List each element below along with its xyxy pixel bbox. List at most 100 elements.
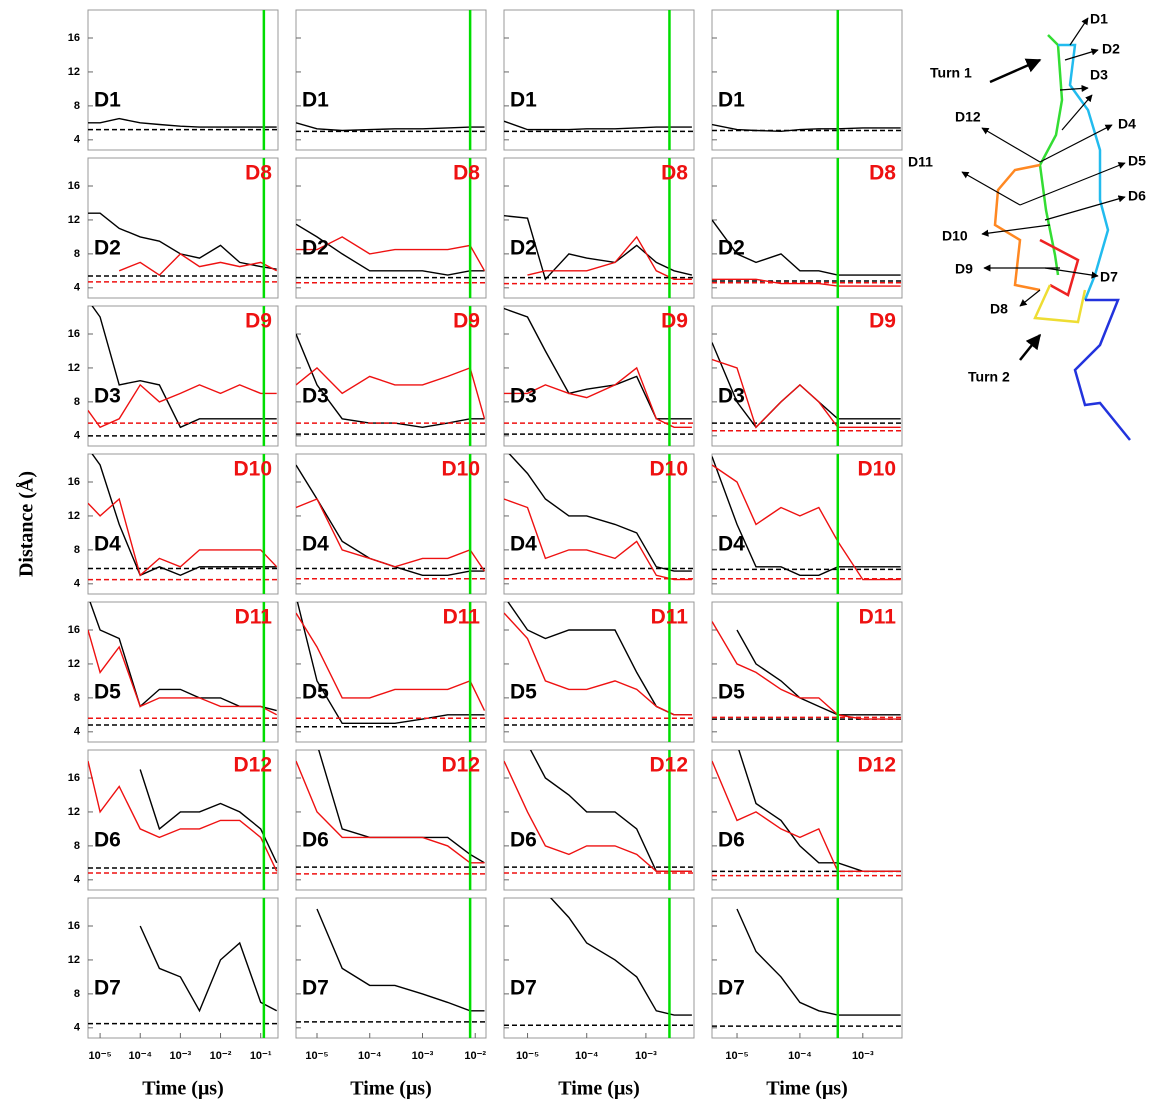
trace (296, 122, 485, 132)
trace (88, 629, 278, 716)
x-tick-label: 10⁻⁵ (88, 1050, 111, 1062)
series-label: D1 (718, 88, 745, 111)
series-label: D9 (453, 310, 480, 333)
series-label: D9 (869, 310, 896, 333)
plot-frame (87, 9, 279, 151)
y-tick-label: 16 (68, 920, 80, 932)
series-label: D6 (94, 828, 121, 851)
y-tick-label: 4 (74, 726, 81, 738)
plot-frame (711, 601, 903, 743)
plot-frame (503, 157, 695, 299)
trace (88, 497, 278, 577)
x-tick-label: 10⁻² (210, 1050, 232, 1062)
trace (712, 123, 901, 133)
x-tick-label: 10⁻⁵ (305, 1050, 328, 1062)
y-tick-label: 16 (68, 624, 80, 636)
x-tick-label: 10⁻⁴ (358, 1050, 381, 1062)
panel: 4 8 12 16 Distance (Å) D4 D10 (15, 453, 279, 595)
x-tick-label: 10⁻⁵ (725, 1050, 748, 1062)
series-label: D10 (441, 458, 480, 481)
x-axis-label: Time (μs) (766, 1078, 848, 1100)
distance-label: D7 (1100, 269, 1118, 285)
series-label: D12 (649, 754, 688, 777)
distance-label: D11 (908, 154, 933, 170)
structure-diagram: D1 D2 D3 D4 D5 D6 D7 D8 D9 D10 D11 D12 T… (908, 11, 1146, 441)
series-label: D2 (718, 236, 745, 259)
series-label: D3 (302, 384, 329, 407)
panel: D1 (295, 9, 487, 151)
distance-label: D2 (1102, 41, 1120, 57)
series-label: D4 (94, 532, 121, 555)
distance-label: D5 (1128, 153, 1146, 169)
distance-label: D3 (1090, 67, 1108, 83)
distance-label: D8 (990, 301, 1008, 317)
series-label: D5 (510, 680, 537, 703)
panel: 4 8 12 16 D2 D8 (68, 157, 279, 299)
x-tick-label: 10⁻² (464, 1050, 486, 1062)
plot-frame (503, 305, 695, 447)
panel: 10⁻⁵ 10⁻⁴ 10⁻³ Time (μs) D7 (711, 897, 903, 1100)
panel: D5 D11 (503, 601, 695, 743)
turn-label: Turn 2 (968, 369, 1010, 385)
series-label: D4 (302, 532, 329, 555)
x-tick-label: 10⁻⁴ (575, 1050, 598, 1062)
trace (88, 117, 277, 128)
y-tick-label: 4 (74, 430, 81, 442)
series-label: D3 (94, 384, 121, 407)
panel: D2 D8 (503, 157, 695, 299)
series-label: D11 (235, 606, 273, 629)
y-tick-label: 16 (68, 476, 80, 488)
trace (118, 252, 278, 277)
panel: D3 D9 (295, 305, 487, 447)
trace (508, 454, 692, 572)
plot-frame (87, 305, 279, 447)
series-label: D6 (718, 828, 745, 851)
y-tick-label: 12 (68, 510, 80, 522)
panel: D6 D12 (503, 749, 695, 891)
backbone-orange (993, 163, 1041, 292)
trace (91, 306, 277, 429)
trace (712, 358, 901, 429)
trace (88, 383, 277, 429)
panel: D1 (503, 9, 695, 151)
panel: D4 D10 (711, 453, 903, 595)
plot-frame (87, 453, 279, 595)
distance-label: D4 (1118, 116, 1136, 132)
trace (504, 366, 692, 428)
y-tick-label: 16 (68, 180, 80, 192)
y-tick-label: 8 (74, 692, 80, 704)
x-axis-label: Time (μs) (350, 1078, 432, 1100)
plot-frame (711, 305, 903, 447)
series-label: D6 (302, 828, 329, 851)
series-label: D9 (245, 310, 272, 333)
series-label: D1 (94, 88, 121, 111)
trace (736, 629, 901, 716)
plot-frame (295, 453, 487, 595)
series-label: D3 (718, 384, 745, 407)
series-label: D10 (649, 458, 688, 481)
panel: 4 8 12 16 D6 D12 (68, 749, 279, 891)
trace (712, 464, 901, 581)
panel: D6 D12 (295, 749, 487, 891)
plot-frame (503, 9, 695, 151)
trace (296, 366, 486, 419)
panel: 4 8 12 16 D3 D9 (68, 305, 279, 447)
series-label: D6 (510, 828, 537, 851)
trace (504, 498, 692, 581)
y-tick-label: 8 (74, 544, 80, 556)
plot-frame (503, 749, 695, 891)
series-label: D11 (651, 606, 689, 629)
x-tick-label: 10⁻³ (635, 1050, 657, 1062)
plot-frame (295, 157, 487, 299)
panel: 4 8 12 16 10⁻⁵ 10⁻⁴ 10⁻³ 10⁻² 10⁻¹ Time (μs) D7 (68, 897, 279, 1100)
y-tick-label: 4 (74, 282, 81, 294)
panel: D5 D11 (295, 601, 487, 743)
trace (296, 236, 486, 272)
x-axis-label: Time (μs) (558, 1078, 640, 1100)
y-tick-label: 12 (68, 806, 80, 818)
x-tick-label: 10⁻⁴ (128, 1050, 151, 1062)
series-label: D2 (302, 236, 329, 259)
panel: 10⁻⁵ 10⁻⁴ 10⁻³ Time (μs) D7 (503, 897, 695, 1100)
trace (88, 760, 278, 872)
